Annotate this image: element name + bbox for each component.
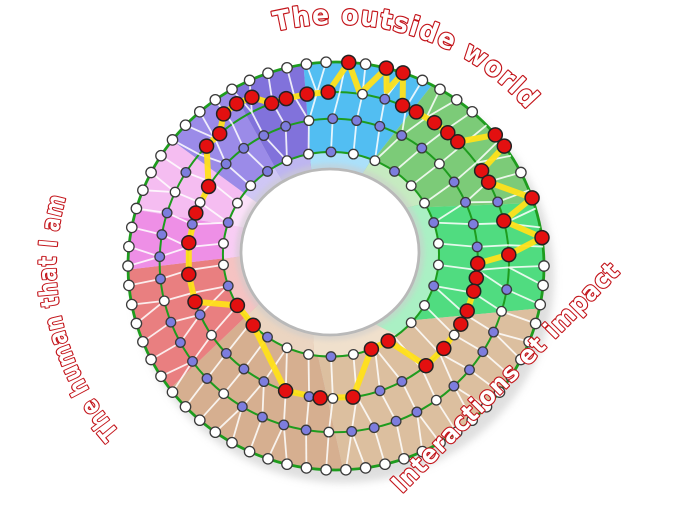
sector-tint-dark-tan-bottom-left [245,303,315,356]
grid-nodes [122,56,550,476]
center-hole [239,167,421,337]
sector-tint-salmon-red-left [223,256,260,317]
sector-light-pink-upper-left [136,140,258,228]
sector-tint-light-tan-bottom-right [313,323,397,357]
sector-tint-slate-purple-top-left [274,153,312,182]
wheel-graphic [122,54,554,483]
label-human-that-i-am-text: The human that I am [32,190,125,448]
hole-halo [235,163,425,341]
label-human-that-i-am: The human that I am [33,191,124,447]
path-nodes [181,54,550,406]
sector-tint-sage-green-upper-right [361,159,425,208]
sector-violet-upper-left [172,89,283,204]
sector-tint-violet-upper-left [243,167,283,204]
sector-tint-light-pink-upper-left [227,193,258,228]
